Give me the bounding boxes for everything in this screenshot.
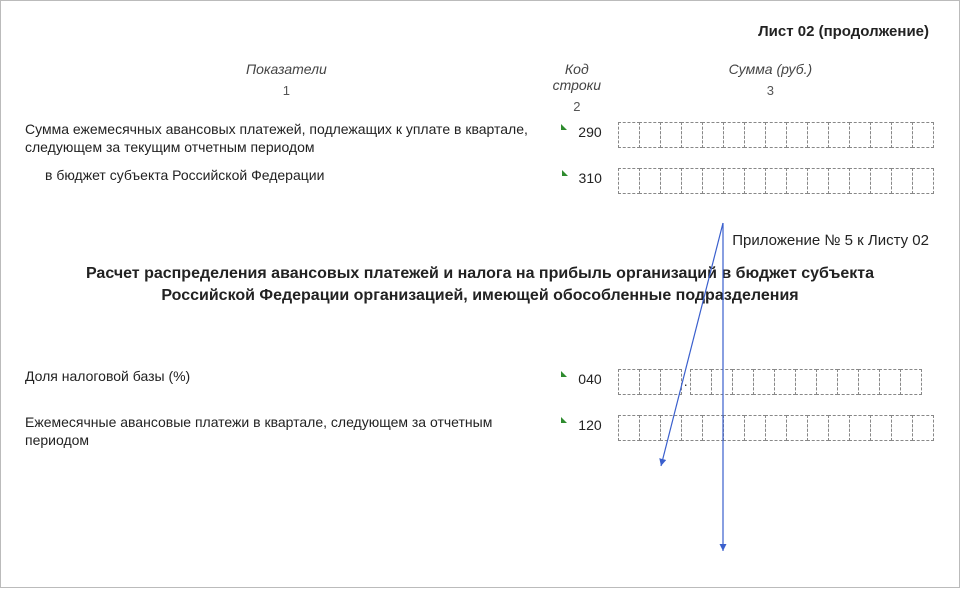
input-cell[interactable] [660,168,682,194]
input-cell[interactable] [681,415,703,441]
header-indicators: Показатели [25,61,548,77]
input-cell[interactable] [786,415,808,441]
input-cell[interactable] [744,415,766,441]
input-cell[interactable] [744,122,766,148]
dot-separator: . [682,369,690,395]
input-cell[interactable] [618,122,640,148]
input-cell[interactable] [723,122,745,148]
row-310: в бюджет субъекта Российской Федерации 3… [25,166,935,194]
row-290-cells [606,120,935,148]
input-cell[interactable] [753,369,775,395]
marker-icon [561,124,567,130]
row-290: Сумма ежемесячных авансовых платежей, по… [25,120,935,156]
code-value: 120 [578,417,601,433]
row-290-desc: Сумма ежемесячных авансовых платежей, по… [25,120,547,156]
input-cell[interactable] [702,415,724,441]
code-value: 290 [578,124,601,140]
input-cell[interactable] [828,415,850,441]
input-cell[interactable] [660,415,682,441]
input-cell[interactable] [660,122,682,148]
code-value: 310 [579,170,602,186]
input-cell[interactable] [828,122,850,148]
marker-icon [562,170,568,176]
marker-icon [561,371,567,377]
input-cell[interactable] [618,415,640,441]
input-cell[interactable] [786,168,808,194]
row-310-desc: в бюджет субъекта Российской Федерации [25,166,548,184]
input-cell[interactable] [639,168,661,194]
input-cell[interactable] [765,122,787,148]
input-cell[interactable] [681,122,703,148]
input-cell[interactable] [849,168,871,194]
row-310-cells [606,166,935,194]
sheet-continuation-label: Лист 02 (продолжение) [758,23,929,40]
input-cell[interactable] [849,415,871,441]
input-cell[interactable] [711,369,733,395]
input-cell[interactable] [870,122,892,148]
input-cell[interactable] [870,415,892,441]
input-cell[interactable] [774,369,796,395]
input-cell[interactable] [618,369,640,395]
input-cell[interactable] [639,122,661,148]
row-290-code: 290 [547,120,605,140]
input-cell[interactable] [639,369,661,395]
input-cell[interactable] [828,168,850,194]
input-cell[interactable] [879,369,901,395]
appendix-label: Приложение № 5 к Листу 02 [25,232,929,249]
row-040-desc: Доля налоговой базы (%) [25,367,547,385]
row-120-cells [606,413,935,441]
input-cell[interactable] [723,415,745,441]
input-cell[interactable] [702,168,724,194]
input-cell[interactable] [807,168,829,194]
input-cell[interactable] [732,369,754,395]
input-cell[interactable] [765,168,787,194]
row-310-code: 310 [548,166,606,186]
input-cell[interactable] [837,369,859,395]
marker-icon [561,417,567,423]
input-cell[interactable] [849,122,871,148]
form-page: Лист 02 (продолжение) Показатели 1 Код с… [0,0,960,588]
input-cell[interactable] [912,122,934,148]
input-cell[interactable] [807,122,829,148]
input-cell[interactable] [900,369,922,395]
row-040-cells: . [606,367,935,395]
input-cell[interactable] [681,168,703,194]
input-cell[interactable] [744,168,766,194]
header-num-2: 2 [548,99,606,114]
column-headers: Показатели 1 Код строки 2 Сумма (руб.) 3 [25,61,935,114]
section-title: Расчет распределения авансовых платежей … [25,263,935,307]
input-cell[interactable] [618,168,640,194]
input-cell[interactable] [639,415,661,441]
input-cell[interactable] [891,122,913,148]
header-num-3: 3 [606,83,935,98]
header-sum: Сумма (руб.) [606,61,935,77]
input-cell[interactable] [912,168,934,194]
row-120-code: 120 [547,413,605,433]
header-code: Код строки [548,61,606,93]
input-cell[interactable] [786,122,808,148]
input-cell[interactable] [912,415,934,441]
row-120-desc: Ежемесячные авансовые платежи в квартале… [25,413,547,449]
input-cell[interactable] [690,369,712,395]
input-cell[interactable] [870,168,892,194]
input-cell[interactable] [807,415,829,441]
input-cell[interactable] [816,369,838,395]
input-cell[interactable] [795,369,817,395]
header-num-1: 1 [25,83,548,98]
row-040: Доля налоговой базы (%) 040 . [25,367,935,395]
input-cell[interactable] [765,415,787,441]
input-cell[interactable] [858,369,880,395]
row-120: Ежемесячные авансовые платежи в квартале… [25,413,935,449]
row-040-code: 040 [547,367,605,387]
input-cell[interactable] [723,168,745,194]
input-cell[interactable] [891,168,913,194]
code-value: 040 [578,371,601,387]
input-cell[interactable] [891,415,913,441]
input-cell[interactable] [660,369,682,395]
input-cell[interactable] [702,122,724,148]
